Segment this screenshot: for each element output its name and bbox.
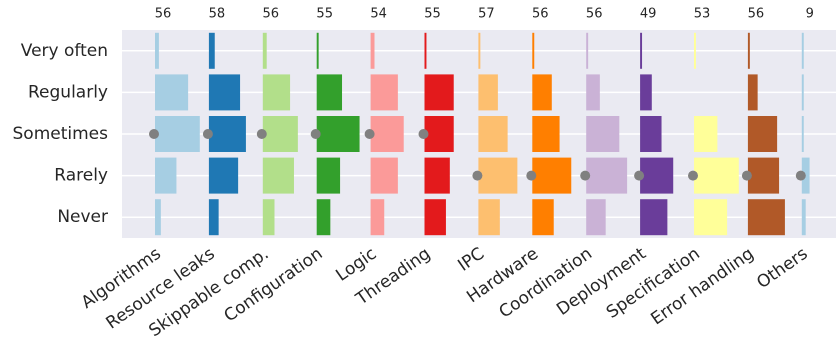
total-label: 9 <box>806 7 814 22</box>
bar <box>747 199 785 236</box>
bar <box>155 32 159 69</box>
bar <box>801 32 804 69</box>
bar <box>262 116 298 152</box>
bar <box>478 32 481 69</box>
total-label: 57 <box>478 7 495 22</box>
y-tick-label: Never <box>57 207 108 227</box>
bar <box>424 157 450 194</box>
bar <box>370 157 398 194</box>
y-tick-label: Sometimes <box>13 124 109 144</box>
bar <box>694 116 718 152</box>
bar <box>262 199 275 236</box>
bar <box>155 157 177 194</box>
bar <box>262 74 291 111</box>
bar <box>370 74 398 111</box>
bar <box>586 199 606 236</box>
bar <box>208 199 219 236</box>
total-label: 56 <box>586 7 603 22</box>
bar <box>316 116 360 152</box>
total-label: 53 <box>694 7 711 22</box>
median-dot <box>149 129 159 139</box>
bar <box>640 157 674 194</box>
x-tick-label: Others <box>753 244 811 293</box>
median-dot <box>580 170 591 181</box>
bar <box>208 32 215 69</box>
median-dot <box>688 170 698 181</box>
bar <box>316 74 343 111</box>
y-tick-label: Rarely <box>54 166 108 186</box>
bar <box>694 32 696 69</box>
bar <box>640 116 662 152</box>
bar <box>747 74 758 111</box>
total-label: 56 <box>155 7 172 22</box>
bar <box>370 32 375 69</box>
bar <box>801 116 804 152</box>
bar <box>532 116 560 152</box>
bar <box>424 74 454 111</box>
bar <box>586 32 589 69</box>
bar <box>262 32 267 69</box>
bar <box>208 116 246 152</box>
median-dot <box>795 170 806 181</box>
bar <box>586 74 600 111</box>
bar <box>155 199 161 236</box>
bar <box>640 199 668 236</box>
y-tick-label: Regularly <box>28 82 108 102</box>
bar <box>478 116 508 152</box>
total-label: 54 <box>370 7 387 22</box>
median-dot <box>472 170 483 181</box>
median-dot <box>310 129 321 139</box>
bar <box>424 199 446 236</box>
median-dot <box>256 129 267 139</box>
total-label: 58 <box>209 7 226 22</box>
bar <box>478 74 498 111</box>
bar <box>424 116 454 152</box>
bar <box>532 74 552 111</box>
median-dot <box>202 129 213 139</box>
bar <box>262 157 294 194</box>
bar <box>586 116 620 152</box>
bar <box>155 116 200 152</box>
total-label: 49 <box>640 7 657 22</box>
bar <box>747 157 780 194</box>
bar <box>586 157 628 194</box>
bar <box>694 199 728 236</box>
total-label: 55 <box>316 7 333 22</box>
bar <box>316 32 319 69</box>
bar <box>370 199 385 236</box>
bar <box>640 32 643 69</box>
total-label: 56 <box>748 7 765 22</box>
median-dot <box>741 170 752 181</box>
total-label: 55 <box>424 7 441 22</box>
bar <box>747 32 750 69</box>
median-dot <box>634 170 645 181</box>
bar <box>694 157 739 194</box>
bar <box>801 199 806 236</box>
bar <box>747 116 778 152</box>
bar <box>532 157 572 194</box>
bar <box>370 116 404 152</box>
total-label: 56 <box>263 7 280 22</box>
bar <box>316 199 331 236</box>
total-label: 56 <box>532 7 549 22</box>
bar <box>532 32 535 69</box>
bar <box>208 157 239 194</box>
y-tick-label: Very often <box>21 41 108 61</box>
bar <box>316 157 341 194</box>
bar <box>155 74 189 111</box>
bar <box>478 157 518 194</box>
bar <box>478 199 500 236</box>
bar <box>208 74 241 111</box>
bar <box>532 199 554 236</box>
median-dot <box>526 170 537 181</box>
median-dot <box>418 129 429 139</box>
bar <box>424 32 427 69</box>
x-tick-label: IPC <box>454 244 488 276</box>
bar <box>801 74 804 111</box>
bar <box>640 74 652 111</box>
median-dot <box>364 129 375 139</box>
